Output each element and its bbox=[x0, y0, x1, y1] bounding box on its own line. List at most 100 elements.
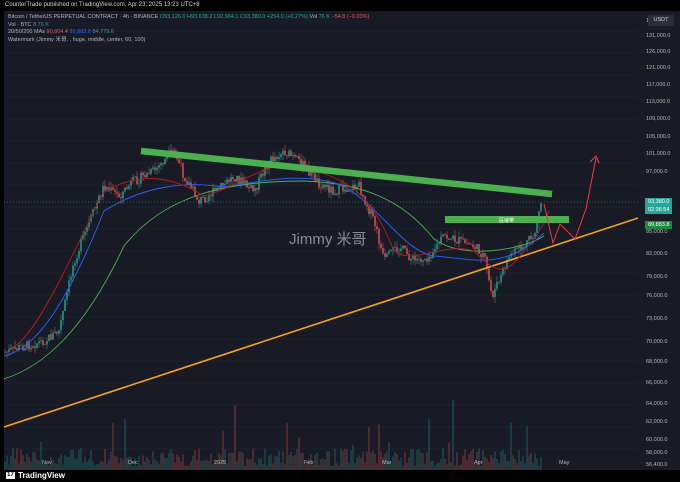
volume-bar bbox=[150, 463, 152, 470]
volume-bar bbox=[68, 457, 70, 470]
publish-header: CounterTrade published on TradingView.co… bbox=[0, 0, 680, 11]
candle-body bbox=[480, 254, 482, 258]
candle-body bbox=[42, 340, 44, 345]
candle-body bbox=[80, 239, 82, 252]
volume-bar bbox=[446, 463, 448, 470]
candle-body bbox=[438, 243, 440, 245]
volume-bar bbox=[532, 462, 534, 470]
volume-bar bbox=[262, 464, 264, 470]
volume-bar bbox=[102, 461, 104, 470]
symbol-title[interactable]: Bitcoin / TetherUS PERPETUAL CONTRACT · … bbox=[8, 14, 159, 20]
volume-bar bbox=[144, 461, 146, 470]
volume-bar bbox=[76, 458, 78, 470]
volume-bar bbox=[96, 464, 98, 470]
price-tick: 121,000.0 bbox=[646, 65, 671, 71]
candle-body bbox=[498, 281, 500, 283]
candle-body bbox=[272, 156, 274, 162]
volume-bar bbox=[100, 460, 102, 470]
time-scale[interactable]: Nov Dec 2025 Feb Mar Apr May bbox=[4, 458, 638, 470]
volume-bar bbox=[462, 455, 464, 470]
candle-body bbox=[278, 157, 280, 160]
price-plot[interactable]: 區域帶 bbox=[4, 11, 638, 470]
candle-body bbox=[468, 243, 470, 245]
price-scale[interactable]: 136,000.0131,000.0126,000.0121,000.0117,… bbox=[642, 11, 680, 470]
candle-body bbox=[342, 185, 344, 192]
volume-bar bbox=[174, 462, 176, 470]
ma-20-value: 90,804.4 bbox=[46, 29, 68, 36]
tradingview-logo[interactable]: 17 TradingView bbox=[6, 471, 65, 480]
volume-bar bbox=[376, 463, 378, 470]
price-tick: 113,000.0 bbox=[646, 99, 671, 105]
candle-body bbox=[178, 159, 180, 163]
candle-body bbox=[514, 248, 516, 255]
volume-bar bbox=[240, 451, 242, 470]
chart-pane[interactable]: 區域帶 Bitcoin / TetherUS PERPETUAL CONTRAC… bbox=[4, 11, 680, 470]
candle-body bbox=[490, 280, 492, 291]
candle-body bbox=[16, 348, 18, 351]
volume-bar bbox=[86, 461, 88, 470]
candle-body bbox=[328, 184, 330, 193]
candle-body bbox=[384, 253, 386, 257]
volume-bar bbox=[436, 463, 438, 470]
volume-bar bbox=[46, 461, 48, 470]
volume-bar bbox=[104, 448, 106, 470]
volume-bar bbox=[452, 399, 454, 470]
volume-bar bbox=[172, 453, 174, 470]
volume-bar bbox=[50, 457, 52, 470]
volume-bar bbox=[504, 454, 506, 470]
price-tick: 109,000.0 bbox=[646, 116, 671, 122]
candle-body bbox=[390, 250, 392, 252]
volume-bar bbox=[34, 452, 36, 470]
legend-ma-row[interactable]: 20/50/200 MAs 90,804.4 89,883.8 84,779.6 bbox=[8, 29, 369, 37]
currency-button[interactable]: USDT bbox=[648, 15, 674, 26]
candle-body bbox=[492, 290, 494, 297]
countdown-badge: 02:36:54 bbox=[645, 206, 673, 214]
volume-bar bbox=[194, 450, 196, 470]
volume-bar bbox=[274, 455, 276, 470]
volume-bar bbox=[374, 454, 376, 470]
time-tick: Apr bbox=[474, 460, 483, 466]
volume-bar bbox=[66, 456, 68, 470]
candle-body bbox=[362, 194, 364, 197]
ma-20-line bbox=[4, 164, 550, 354]
volume-bar bbox=[160, 453, 162, 470]
volume-bar bbox=[358, 455, 360, 470]
ma-50-value: 89,883.8 bbox=[69, 29, 91, 36]
price-tick: 79,000.0 bbox=[646, 274, 668, 280]
legend-watermark-row[interactable]: Watermark (Jimmy 米哥, , huge, middle, cen… bbox=[8, 36, 146, 43]
projection-path-down bbox=[543, 203, 587, 245]
volume-bar bbox=[474, 463, 476, 470]
volume-bar bbox=[540, 457, 542, 470]
candle-body bbox=[410, 258, 412, 261]
volume-bar bbox=[300, 453, 302, 470]
volume-bar bbox=[284, 463, 286, 470]
candle-body bbox=[430, 256, 432, 259]
candle-body bbox=[518, 245, 520, 249]
vol-btc-label: Vol · BTC bbox=[8, 21, 32, 28]
volume-bar bbox=[458, 465, 460, 470]
volume-bar bbox=[382, 457, 384, 470]
ma-200-line bbox=[4, 180, 545, 380]
candle-body bbox=[12, 346, 14, 348]
candle-body bbox=[192, 186, 194, 189]
volume-bar bbox=[206, 459, 208, 470]
candle-body bbox=[276, 157, 278, 160]
candle-body bbox=[24, 348, 26, 351]
candle-body bbox=[296, 156, 298, 157]
candle-body bbox=[326, 184, 328, 188]
tv-logo-icon: 17 bbox=[6, 472, 15, 480]
candle-body bbox=[444, 234, 446, 236]
volume-bar bbox=[238, 451, 240, 470]
legend-volume-row[interactable]: Vol · BTC 8.76 K bbox=[8, 22, 369, 30]
candle-body bbox=[428, 256, 430, 262]
candle-body bbox=[244, 180, 246, 184]
candle-body bbox=[330, 186, 332, 193]
volume-bar bbox=[236, 460, 238, 470]
candle-body bbox=[162, 163, 164, 165]
candle-body bbox=[36, 343, 38, 348]
volume-bar bbox=[56, 464, 58, 470]
candle-body bbox=[46, 340, 48, 345]
candle-body bbox=[50, 334, 52, 340]
candle-body bbox=[38, 341, 40, 344]
